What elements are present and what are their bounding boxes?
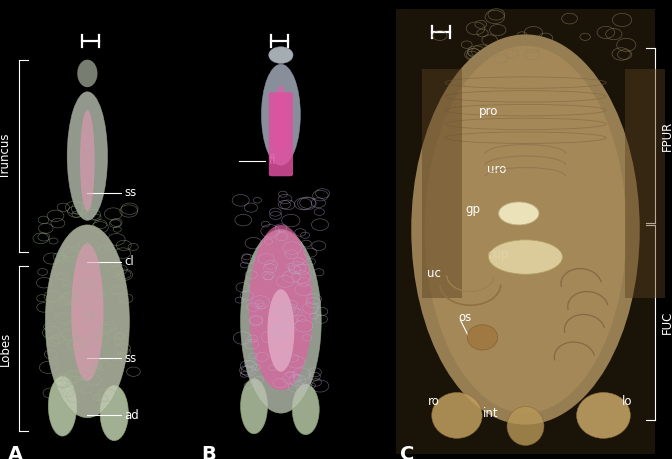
- Bar: [396, 9, 655, 454]
- Text: cl: cl: [124, 255, 134, 268]
- Text: int: int: [482, 407, 498, 420]
- Text: B: B: [202, 445, 216, 459]
- Text: FUC: FUC: [661, 311, 672, 334]
- Text: ss: ss: [124, 186, 136, 199]
- Bar: [625, 69, 665, 298]
- Ellipse shape: [261, 64, 300, 165]
- Ellipse shape: [425, 46, 626, 413]
- Text: uc: uc: [427, 267, 442, 280]
- Text: os: os: [458, 311, 472, 324]
- Ellipse shape: [45, 225, 129, 418]
- Ellipse shape: [411, 34, 640, 425]
- Ellipse shape: [77, 60, 97, 87]
- Text: C: C: [400, 445, 414, 459]
- Ellipse shape: [432, 392, 482, 438]
- Ellipse shape: [499, 202, 539, 225]
- Ellipse shape: [241, 230, 321, 413]
- Text: uro: uro: [487, 163, 507, 176]
- Ellipse shape: [48, 376, 77, 436]
- Text: Lobes: Lobes: [0, 332, 12, 366]
- Text: cup: cup: [487, 248, 509, 261]
- Ellipse shape: [292, 384, 319, 435]
- Ellipse shape: [274, 85, 288, 154]
- Ellipse shape: [577, 392, 630, 438]
- Ellipse shape: [489, 240, 562, 274]
- Ellipse shape: [507, 407, 544, 445]
- Text: ro: ro: [427, 395, 439, 408]
- Ellipse shape: [467, 325, 497, 350]
- Bar: [422, 69, 462, 298]
- Circle shape: [269, 47, 293, 63]
- Text: pro: pro: [478, 105, 498, 118]
- Ellipse shape: [241, 379, 267, 434]
- Ellipse shape: [249, 225, 313, 390]
- Ellipse shape: [71, 243, 103, 381]
- Ellipse shape: [80, 110, 95, 211]
- Text: ad: ad: [124, 409, 139, 422]
- Text: ss: ss: [124, 352, 136, 364]
- Text: A: A: [8, 445, 24, 459]
- FancyBboxPatch shape: [269, 92, 293, 176]
- Text: fl: fl: [269, 154, 276, 167]
- Text: gp: gp: [465, 203, 480, 216]
- Text: lo: lo: [622, 395, 632, 408]
- Text: FPUR: FPUR: [661, 120, 672, 151]
- Ellipse shape: [67, 92, 108, 220]
- Ellipse shape: [100, 386, 128, 441]
- Ellipse shape: [267, 289, 294, 372]
- Text: Truncus: Truncus: [0, 133, 12, 179]
